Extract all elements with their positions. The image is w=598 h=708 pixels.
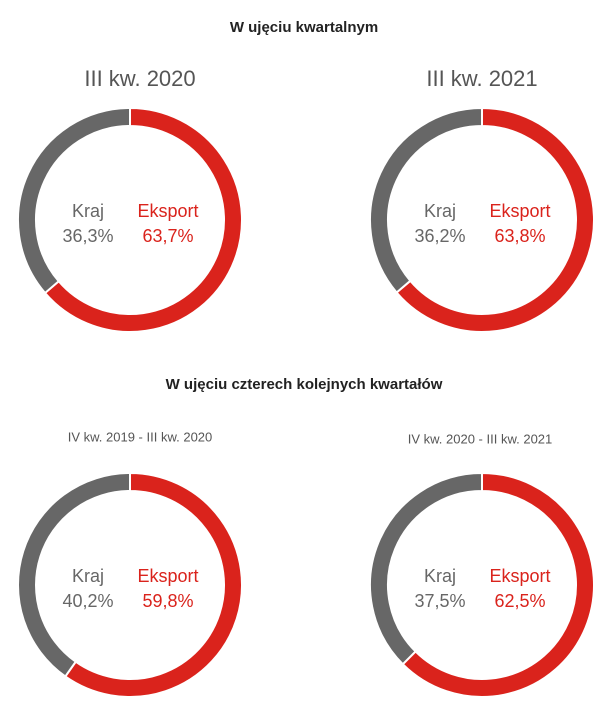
- slice-name: Kraj: [424, 201, 456, 221]
- slice-name: Kraj: [424, 566, 456, 586]
- slice-name: Kraj: [72, 201, 104, 221]
- slice-value: 40,2%: [62, 591, 113, 611]
- chart-title: IV kw. 2020 - III kw. 2021: [408, 431, 553, 446]
- donut-segment: [369, 471, 483, 666]
- slice-value: 37,5%: [414, 591, 465, 611]
- slice-value: 36,2%: [414, 226, 465, 246]
- donut-segment: [17, 106, 131, 295]
- slice-name: Kraj: [72, 566, 104, 586]
- donut-segment: [369, 106, 483, 294]
- slice-value: 63,8%: [494, 226, 545, 246]
- slice-value: 59,8%: [142, 591, 193, 611]
- slice-name: Eksport: [137, 566, 198, 586]
- chart-title: III kw. 2020: [84, 66, 195, 91]
- chart-title: III kw. 2021: [426, 66, 537, 91]
- section-heading: W ujęciu czterech kolejnych kwartałów: [166, 376, 443, 393]
- slice-value: 62,5%: [494, 591, 545, 611]
- chart-title: IV kw. 2019 - III kw. 2020: [68, 429, 213, 444]
- slice-name: Eksport: [489, 566, 550, 586]
- slice-name: Eksport: [489, 201, 550, 221]
- slice-value: 63,7%: [142, 226, 193, 246]
- donut-segment: [17, 471, 131, 678]
- slice-name: Eksport: [137, 201, 198, 221]
- section-heading: W ujęciu kwartalnym: [230, 19, 378, 36]
- slice-value: 36,3%: [62, 226, 113, 246]
